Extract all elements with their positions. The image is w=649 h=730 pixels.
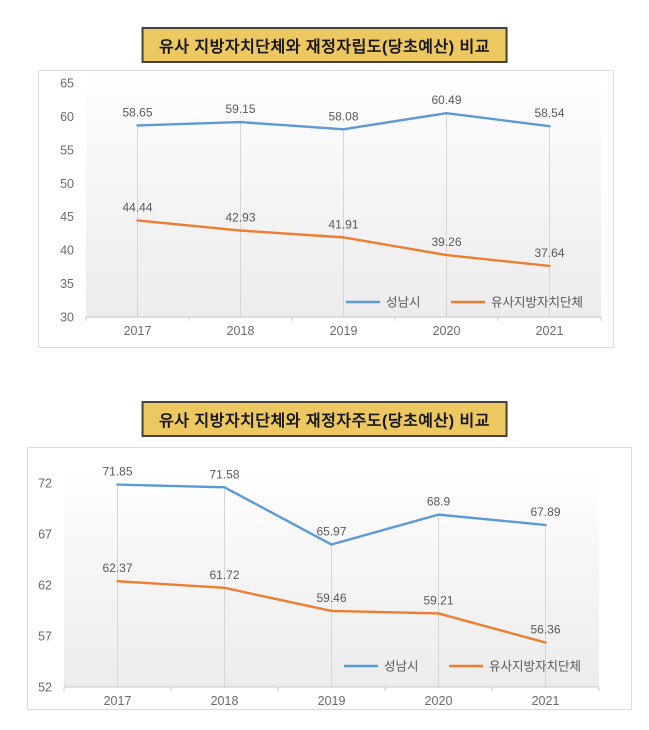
series-line-0 [116, 483, 547, 546]
y-tick-label: 65 [60, 77, 74, 91]
data-label-series-1: 44.44 [122, 200, 152, 214]
chart1-container: 30 35 40 45 50 55 60 65 2017 2018 2019 2020 2021 58.6… [38, 70, 614, 348]
data-label-series-0: 67.89 [530, 505, 560, 519]
y-tick-label: 60 [60, 110, 74, 124]
chart2-line-chart: 52 57 62 67 72 2017 2018 2019 2020 2021 71.85 71.58… [38, 465, 600, 708]
chart1-line-chart: 30 35 40 45 50 55 60 65 2017 2018 2019 2020 2021 58.6… [60, 73, 602, 338]
data-label-series-0: 68.9 [427, 495, 451, 509]
x-tick-label: 2018 [227, 324, 255, 338]
y-tick-label: 40 [60, 244, 74, 258]
data-label-series-0: 60.49 [431, 93, 461, 107]
y-tick-label: 72 [38, 477, 52, 491]
x-tick-label: 2019 [330, 324, 358, 338]
x-tick-label: 2017 [104, 694, 132, 708]
data-label-series-1: 42.93 [225, 211, 255, 225]
y-tick-label: 30 [60, 311, 74, 325]
chart1-title-banner: 유사 지방자치단체와 재정자립도(당초예산) 비교 [141, 27, 508, 63]
y-tick-label: 50 [60, 177, 74, 191]
data-label-series-0: 71.85 [102, 465, 132, 479]
x-tick-label: 2019 [318, 694, 346, 708]
chart2-title-banner: 유사 지방자치단체와 재정자주도(당초예산) 비교 [141, 401, 508, 437]
chart2-container: 52 57 62 67 72 2017 2018 2019 2020 2021 71.85 71.58… [27, 447, 632, 710]
x-tick-label: 2021 [536, 324, 564, 338]
x-tick-label: 2020 [425, 694, 453, 708]
series-line-1 [116, 580, 547, 644]
legend-label-1: 유사지방자치단체 [491, 296, 583, 310]
data-label-series-1: 59.46 [316, 591, 346, 605]
y-tick-label: 45 [60, 210, 74, 224]
data-label-series-1: 62.37 [102, 561, 132, 575]
data-label-series-1: 56.36 [530, 623, 560, 637]
data-label-series-1: 41.91 [328, 217, 358, 231]
legend-label-0: 성남시 [384, 660, 419, 674]
y-tick-label: 52 [38, 681, 52, 695]
x-tick-label: 2018 [211, 694, 239, 708]
x-tick-label: 2021 [532, 694, 560, 708]
x-tick-label: 2017 [124, 324, 152, 338]
y-tick-label: 57 [38, 630, 52, 644]
data-label-series-0: 59.15 [225, 102, 255, 116]
y-tick-label: 62 [38, 579, 52, 593]
data-label-series-1: 59.21 [423, 593, 453, 607]
data-label-series-0: 58.54 [534, 106, 564, 120]
legend-label-0: 성남시 [386, 296, 421, 310]
data-label-series-1: 39.26 [431, 235, 461, 249]
x-tick-label: 2020 [433, 324, 461, 338]
data-label-series-0: 58.65 [122, 105, 152, 119]
legend-label-1: 유사지방자치단체 [489, 660, 581, 674]
y-tick-label: 67 [38, 528, 52, 542]
series-line-0 [136, 111, 551, 131]
data-label-series-1: 37.64 [534, 246, 564, 260]
data-label-series-1: 61.72 [209, 568, 239, 582]
data-label-series-0: 65.97 [316, 525, 346, 539]
y-tick-label: 35 [60, 277, 74, 291]
y-tick-label: 55 [60, 143, 74, 157]
data-label-series-0: 71.58 [209, 467, 239, 481]
data-label-series-0: 58.08 [328, 109, 358, 123]
series-line-1 [136, 219, 551, 268]
